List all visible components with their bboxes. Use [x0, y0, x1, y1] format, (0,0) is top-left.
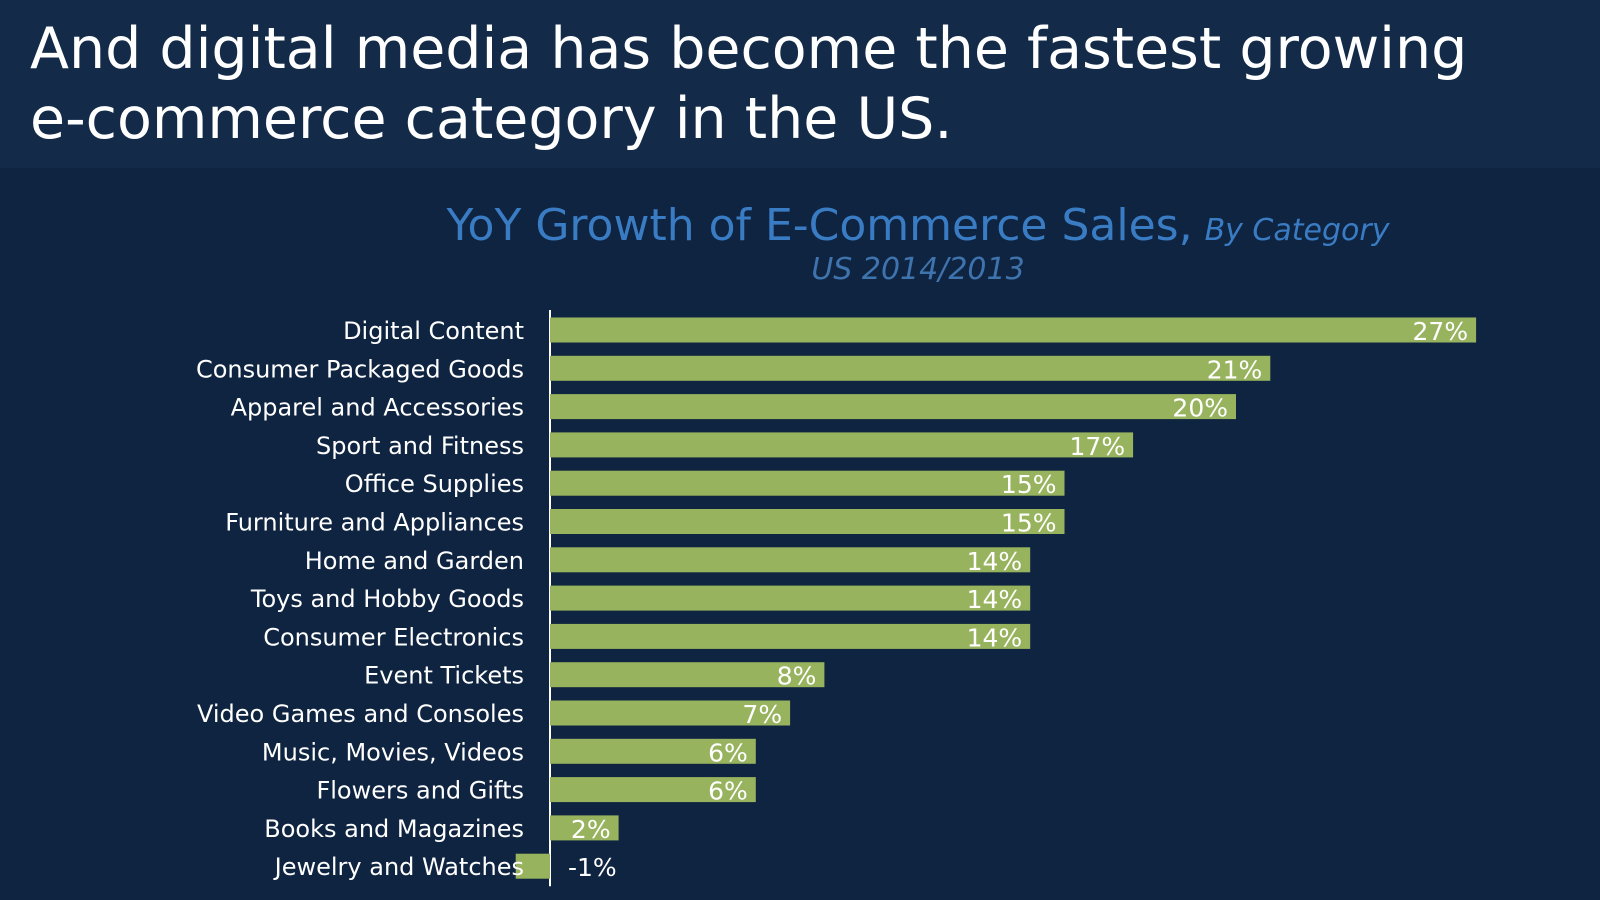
bar-7	[550, 585, 1031, 611]
category-label-3: Sport and Fitness	[316, 432, 524, 460]
category-label-0: Digital Content	[343, 317, 524, 345]
category-label-11: Music, Movies, Videos	[262, 738, 524, 766]
value-label-12: 6%	[708, 777, 748, 806]
category-label-7: Toys and Hobby Goods	[250, 585, 524, 613]
bar-5	[550, 509, 1065, 534]
value-label-10: 7%	[742, 700, 782, 729]
headline-line-1: And digital media has become the fastest…	[30, 16, 1468, 82]
category-label-2: Apparel and Accessories	[231, 394, 524, 422]
bar-11	[550, 738, 756, 764]
bar-3	[550, 432, 1134, 458]
value-label-14: -1%	[568, 853, 617, 882]
bar-4	[550, 470, 1065, 496]
chart-subtitle: US 2014/2013	[811, 252, 1024, 287]
bar-14	[515, 853, 550, 879]
value-label-9: 8%	[777, 662, 817, 691]
bar-12	[550, 777, 756, 803]
category-label-1: Consumer Packaged Goods	[196, 355, 524, 383]
bar-13	[550, 815, 619, 841]
category-label-10: Video Games and Consoles	[197, 700, 524, 728]
value-label-13: 2%	[571, 815, 611, 844]
bar-6	[550, 547, 1031, 573]
value-label-8: 14%	[967, 623, 1023, 652]
value-label-7: 14%	[967, 585, 1023, 614]
bar-8	[550, 623, 1031, 649]
chart-title-suffix: By Category	[1205, 213, 1391, 248]
value-label-3: 17%	[1070, 432, 1126, 461]
category-label-12: Flowers and Gifts	[316, 777, 524, 805]
bar-10	[550, 700, 791, 726]
category-label-9: Event Tickets	[364, 662, 524, 690]
headline-line-2: e-commerce category in the US.	[30, 86, 953, 152]
value-label-1: 21%	[1207, 355, 1263, 384]
value-label-2: 20%	[1172, 394, 1228, 423]
bar-2	[550, 394, 1236, 420]
value-label-6: 14%	[967, 547, 1023, 576]
bar-9	[550, 662, 825, 688]
category-label-4: Office Supplies	[345, 470, 524, 498]
labels-layer: Digital Content 27% Consumer Packaged Good…	[196, 317, 1468, 882]
bars-layer	[515, 317, 1477, 879]
bar-0	[550, 317, 1477, 343]
headline-band	[0, 0, 1600, 168]
slide-headline: And digital media has become the fastest…	[30, 14, 1590, 154]
category-label-14: Jewelry and Watches	[273, 853, 524, 881]
value-label-5: 15%	[1001, 509, 1057, 538]
category-label-5: Furniture and Appliances	[225, 509, 524, 537]
value-label-11: 6%	[708, 738, 748, 767]
category-label-6: Home and Garden	[305, 547, 524, 575]
value-label-0: 27%	[1413, 317, 1469, 346]
chart-title: YoY Growth of E-Commerce Sales, By Catego…	[446, 200, 1391, 251]
value-label-4: 15%	[1001, 470, 1057, 499]
category-label-8: Consumer Electronics	[263, 623, 524, 651]
chart-title-main: YoY Growth of E-Commerce Sales,	[446, 200, 1193, 251]
category-label-13: Books and Magazines	[264, 815, 524, 843]
bar-1	[550, 355, 1271, 381]
